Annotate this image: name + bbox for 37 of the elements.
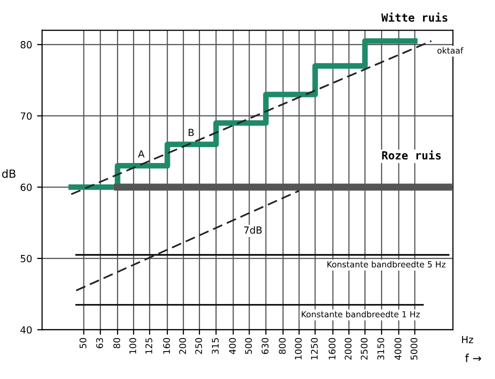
x-tick-label: 200	[179, 338, 186, 354]
y-axis-title: dB	[2, 169, 16, 178]
series-label: oktaaf	[437, 47, 464, 54]
annotation: 7dB	[244, 226, 262, 234]
x-tick-label: 500	[245, 338, 252, 354]
text: Hz	[462, 336, 474, 344]
x-tick-label: 50	[80, 338, 86, 348]
x-tick-label: 3150	[377, 338, 384, 360]
x-tick-label: 4000	[394, 338, 402, 360]
x-tick-label: 63	[96, 338, 103, 348]
x-tick-label: 1000	[294, 338, 302, 360]
y-tick-label: 60	[20, 184, 32, 191]
x-tick-label: 2000	[344, 338, 352, 360]
x-tick-label: 250	[195, 338, 202, 354]
series-label: Konstante bandbreedte 5 Hz	[327, 261, 446, 268]
x-tick-label: 2500	[360, 338, 368, 360]
y-tick-label: 80	[20, 41, 32, 48]
x-tick-label: 315	[212, 338, 219, 354]
x-tick-label: 630	[262, 338, 268, 354]
x-tick-label: 800	[278, 338, 286, 354]
text: Roze ruis	[382, 150, 441, 160]
annotation: B	[188, 128, 194, 136]
x-axis-title: f →	[465, 354, 482, 362]
x-tick-label: 100	[129, 338, 136, 354]
y-tick-label: 40	[20, 326, 32, 334]
annotation: A	[138, 150, 145, 158]
y-tick-label: 70	[20, 112, 32, 120]
y-tick-label: 50	[20, 254, 32, 262]
series-label: Witte ruis	[381, 12, 448, 22]
x-tick-label: 400	[229, 338, 236, 354]
x-tick-label: 1250	[310, 338, 318, 360]
x-tick-label: 1600	[328, 338, 336, 360]
x-tick-label: 160	[163, 338, 170, 354]
series-label: Konstante bandbreedte 1 Hz	[302, 310, 420, 318]
x-tick-label: 5000	[410, 338, 418, 360]
x-tick-label: 80	[113, 338, 120, 348]
x-tick-label: 125	[145, 338, 152, 354]
